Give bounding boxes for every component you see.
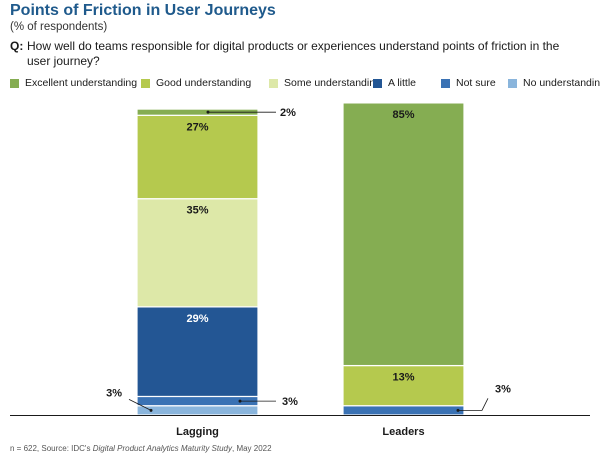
legend-item-not-sure: Not sure xyxy=(441,76,496,90)
bar-lagging-good-understanding xyxy=(136,114,259,200)
legend-item-a-little: A little xyxy=(373,76,416,90)
data-label-lagging-excellent-understanding: 2% xyxy=(280,107,296,119)
legend-item-excellent-understanding: Excellent understanding xyxy=(10,76,137,90)
legend-label: Not sure xyxy=(456,77,496,89)
legend-swatch xyxy=(508,78,517,88)
legend-label: No understanding xyxy=(523,77,600,89)
source-suffix: , May 2022 xyxy=(232,444,272,453)
leader-line-lagging-none xyxy=(128,399,152,411)
legend-item-good-understanding: Good understanding xyxy=(141,76,251,90)
data-label-leaders-not-sure: 3% xyxy=(495,383,511,395)
bar-lagging-no-understanding xyxy=(136,405,259,416)
source-note: n = 622, Source: IDC's Digital Product A… xyxy=(10,444,272,453)
leader-dot-lagging-excellent xyxy=(206,110,210,114)
bar-leaders-good-understanding xyxy=(342,364,465,407)
data-label-leaders-excellent-understanding: 85% xyxy=(392,109,414,121)
leader-dot-lagging-not-sure xyxy=(238,399,242,403)
bar-leaders-excellent-understanding xyxy=(342,102,465,367)
bar-leaders-not-sure xyxy=(342,405,465,416)
source-prefix: n = 622, Source: IDC's xyxy=(10,444,93,453)
legend-label: Excellent understanding xyxy=(25,77,138,89)
leader-dot-lagging-none xyxy=(149,408,153,412)
question-text: How well do teams responsible for digita… xyxy=(27,39,560,68)
data-label-leaders-good-understanding: 13% xyxy=(392,372,414,384)
chart-subtitle: (% of respondents) xyxy=(10,21,108,33)
chart-legend: Excellent understanding Good understandin… xyxy=(10,76,600,90)
legend-item-some-understanding: Some understanding xyxy=(269,76,381,90)
data-label-lagging-some-understanding: 35% xyxy=(186,205,208,217)
leader-line-leaders-not-sure xyxy=(458,398,489,411)
survey-question: Q: How well do teams responsible for dig… xyxy=(10,39,570,69)
legend-swatch xyxy=(441,78,450,88)
question-prefix: Q: xyxy=(10,39,24,53)
data-label-lagging-good-understanding: 27% xyxy=(186,121,208,133)
legend-item-no-understanding: No understanding xyxy=(508,76,600,90)
data-label-lagging-no-understanding: 3% xyxy=(106,387,122,399)
bar-lagging-a-little xyxy=(136,306,259,398)
chart-title: Points of Friction in User Journeys xyxy=(10,2,276,19)
legend-swatch xyxy=(373,78,382,88)
data-label-lagging-a-little: 29% xyxy=(186,313,208,325)
legend-swatch xyxy=(269,78,278,88)
source-study: Digital Product Analytics Maturity Study xyxy=(92,444,232,453)
bar-lagging-some-understanding xyxy=(136,198,259,308)
category-label-lagging: Lagging xyxy=(176,426,219,438)
legend-swatch xyxy=(141,78,150,88)
leader-dot-leaders-not-sure xyxy=(456,408,460,412)
legend-label: Some understanding xyxy=(284,77,381,89)
legend-label: A little xyxy=(388,77,417,89)
data-label-lagging-not-sure: 3% xyxy=(282,396,298,408)
category-label-leaders: Leaders xyxy=(382,426,424,438)
legend-label: Good understanding xyxy=(156,77,252,89)
legend-swatch xyxy=(10,78,19,88)
